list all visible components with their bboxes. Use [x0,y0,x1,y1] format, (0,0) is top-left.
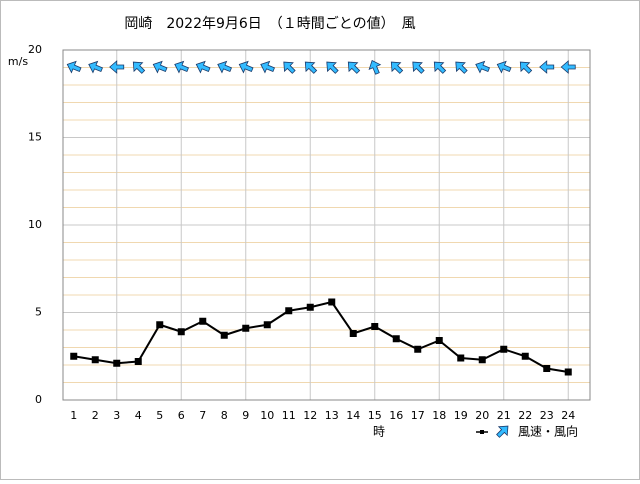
wind-arrow [560,60,576,74]
x-tick-label: 24 [561,409,575,422]
y-tick-label: 0 [35,393,42,406]
x-tick-label: 10 [260,409,274,422]
point-marker [521,352,529,360]
wind-arrow [260,60,276,74]
point-marker [543,365,551,372]
x-tick-label: 3 [113,409,120,422]
x-tick-label: 22 [518,409,532,422]
x-tick-label: 11 [282,409,296,422]
point-marker [134,358,142,365]
x-tick-label: 9 [242,409,249,422]
wind-arrow [152,60,168,74]
wind-arrow [195,60,211,74]
wind-arrow [347,61,361,74]
x-tick-label: 20 [475,409,489,422]
point-marker [349,330,357,337]
x-tick-label: 23 [540,409,554,422]
x-tick-label: 4 [135,409,142,422]
x-tick-label: 14 [346,409,360,422]
x-tick-label: 17 [411,409,425,422]
y-tick-label: 10 [28,218,42,231]
wind-arrow [304,61,318,74]
wind-arrow [66,60,82,74]
point-marker [392,335,400,343]
point-marker [500,345,508,353]
x-tick-label: 18 [432,409,446,422]
wind-arrow [238,60,254,74]
point-marker [91,356,99,364]
wind-arrow [326,61,339,74]
point-marker [564,368,572,376]
y-axis-label: m/s [8,55,28,68]
point-marker [306,303,314,311]
plot-border [62,49,591,401]
wind-arrow [412,61,425,74]
chart-title: 岡崎 2022年9月6日 （１時間ごとの値） 風 [124,16,415,32]
y-tick-label: 5 [35,306,42,319]
wind-arrow [132,61,146,74]
x-tick-label: 1 [70,409,77,422]
wind-arrow [539,60,555,74]
point-marker [177,328,185,336]
x-tick-label: 6 [178,409,185,422]
point-marker [263,321,271,329]
wind-arrow [174,60,190,74]
point-marker [478,356,486,364]
point-marker [414,345,422,353]
wind-arrow [496,60,512,74]
x-tick-label: 8 [221,409,228,422]
series-line [73,300,569,373]
legend-marker [480,430,484,434]
point-marker [371,323,379,330]
x-tick-label: 7 [199,409,206,422]
wind-arrow [88,60,104,74]
y-tick-label: 15 [28,131,42,144]
point-marker [156,321,164,329]
y-tick-label: 20 [28,43,42,56]
x-tick-label: 12 [303,409,317,422]
point-marker [242,324,250,332]
x-tick-label: 19 [454,409,468,422]
wind-arrow [475,60,491,74]
wind-arrow [390,61,404,74]
x-tick-label: 15 [368,409,382,422]
wind-arrow [455,61,468,74]
wind-arrow [283,61,296,74]
wind-arrow [368,59,382,75]
legend-label: 風速・風向 [518,424,578,439]
x-axis-label: 時 [373,425,385,439]
point-marker [435,337,443,344]
wind-arrow [433,61,447,74]
x-tick-label: 5 [156,409,163,422]
wind-arrow [109,60,125,74]
point-marker [70,352,78,360]
point-marker [457,354,465,362]
wind-arrow [217,60,233,74]
point-marker [328,298,336,306]
point-marker [285,307,293,315]
x-tick-label: 2 [92,409,99,422]
x-tick-label: 16 [389,409,403,422]
wind-arrow [519,61,533,74]
point-marker [113,359,121,367]
x-tick-label: 21 [497,409,511,422]
point-marker [199,317,207,325]
x-tick-label: 13 [325,409,339,422]
point-marker [220,331,228,339]
legend-arrow [496,425,509,438]
